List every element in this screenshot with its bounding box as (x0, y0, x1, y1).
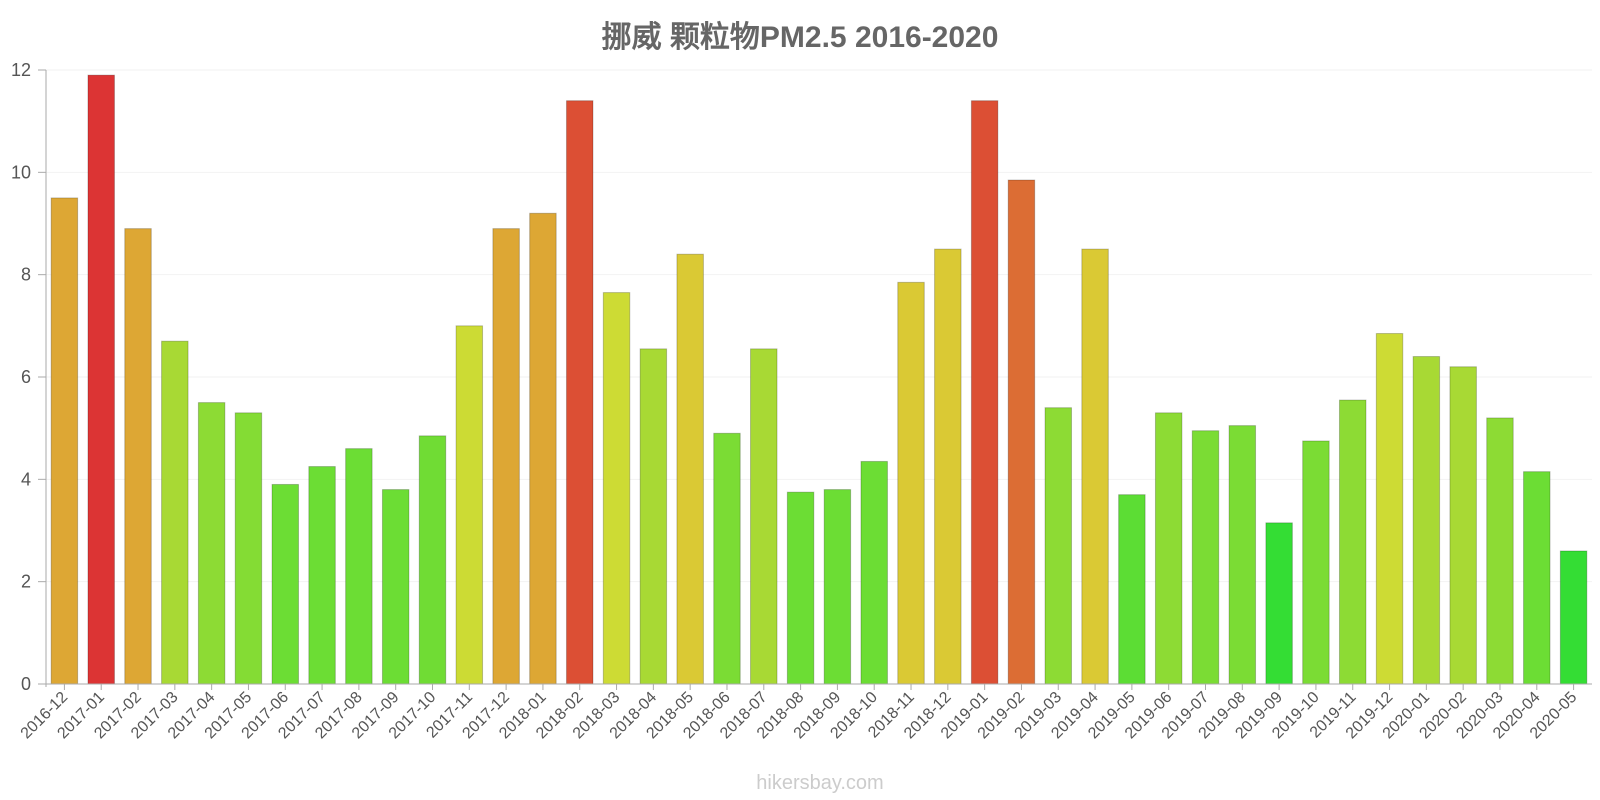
bar-2019-02[interactable] (1007, 179, 1036, 685)
watermark-credit: hikersbay.com (756, 772, 883, 794)
y-tick-label: 2 (21, 572, 31, 592)
bar-2017-01[interactable] (87, 74, 115, 685)
bar-2017-08[interactable] (345, 448, 373, 685)
bar-2018-12[interactable] (934, 248, 962, 685)
bar-2017-05[interactable] (234, 412, 263, 685)
y-tick-label: 4 (21, 469, 31, 489)
bar-2017-02[interactable] (124, 228, 152, 685)
bar-2017-12[interactable] (492, 228, 520, 685)
bar-2018-11[interactable] (897, 281, 925, 685)
bar-2017-11[interactable] (455, 325, 484, 685)
y-tick-label: 8 (21, 265, 31, 285)
bar-2019-05[interactable] (1118, 494, 1146, 685)
bar-2020-04[interactable] (1523, 471, 1551, 685)
bar-2019-09[interactable] (1265, 522, 1293, 685)
bar-2018-08[interactable] (786, 491, 815, 685)
bar-2019-10[interactable] (1302, 440, 1330, 685)
bar-2018-10[interactable] (860, 460, 888, 685)
y-tick-labels: 0 2 4 6 8 10 12 (11, 60, 46, 694)
bar-2020-02[interactable] (1449, 366, 1477, 685)
bar-2019-01[interactable] (970, 100, 999, 685)
bar-2019-03[interactable] (1044, 407, 1073, 685)
bar-2019-11[interactable] (1338, 399, 1367, 685)
bar-2016-12[interactable] (50, 197, 79, 685)
bar-2017-06[interactable] (271, 483, 300, 685)
bar-2018-04[interactable] (639, 348, 668, 685)
y-tick-label: 10 (11, 162, 31, 182)
y-tick-label: 12 (11, 60, 31, 80)
bar-2017-03[interactable] (161, 340, 189, 685)
x-tick-labels: 2016-122017-012017-022017-032017-042017-… (18, 684, 1580, 742)
bar-2019-12[interactable] (1375, 333, 1404, 685)
bar-series (50, 74, 1588, 685)
bar-2018-01[interactable] (529, 212, 557, 685)
bar-2019-06[interactable] (1154, 412, 1183, 685)
bar-2018-02[interactable] (565, 100, 594, 685)
bar-2017-10[interactable] (418, 435, 447, 685)
bar-2018-09[interactable] (823, 489, 852, 685)
bar-2018-05[interactable] (676, 253, 704, 685)
bar-2019-04[interactable] (1081, 248, 1109, 685)
bar-2018-03[interactable] (602, 292, 631, 685)
bar-2018-06[interactable] (713, 432, 741, 685)
bar-2017-04[interactable] (197, 402, 226, 685)
y-tick-label: 6 (21, 367, 31, 387)
bar-2018-07[interactable] (750, 348, 778, 685)
bar-2017-07[interactable] (308, 466, 336, 685)
bar-2020-05[interactable] (1559, 550, 1588, 685)
gridlines (46, 69, 1592, 583)
bar-2019-08[interactable] (1228, 425, 1257, 685)
y-tick-label: 0 (21, 674, 31, 694)
bar-2020-03[interactable] (1486, 417, 1514, 685)
bar-2020-01[interactable] (1412, 356, 1441, 685)
bar-2017-09[interactable] (381, 489, 410, 685)
chart-title: 挪威 颗粒物PM2.5 2016-2020 (602, 20, 999, 54)
bar-2019-07[interactable] (1191, 430, 1220, 685)
